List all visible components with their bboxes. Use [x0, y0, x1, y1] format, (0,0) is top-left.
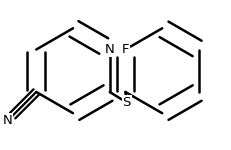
Text: N: N — [3, 114, 13, 127]
Text: S: S — [123, 96, 131, 109]
Text: F: F — [122, 43, 129, 56]
Text: N: N — [105, 43, 115, 56]
